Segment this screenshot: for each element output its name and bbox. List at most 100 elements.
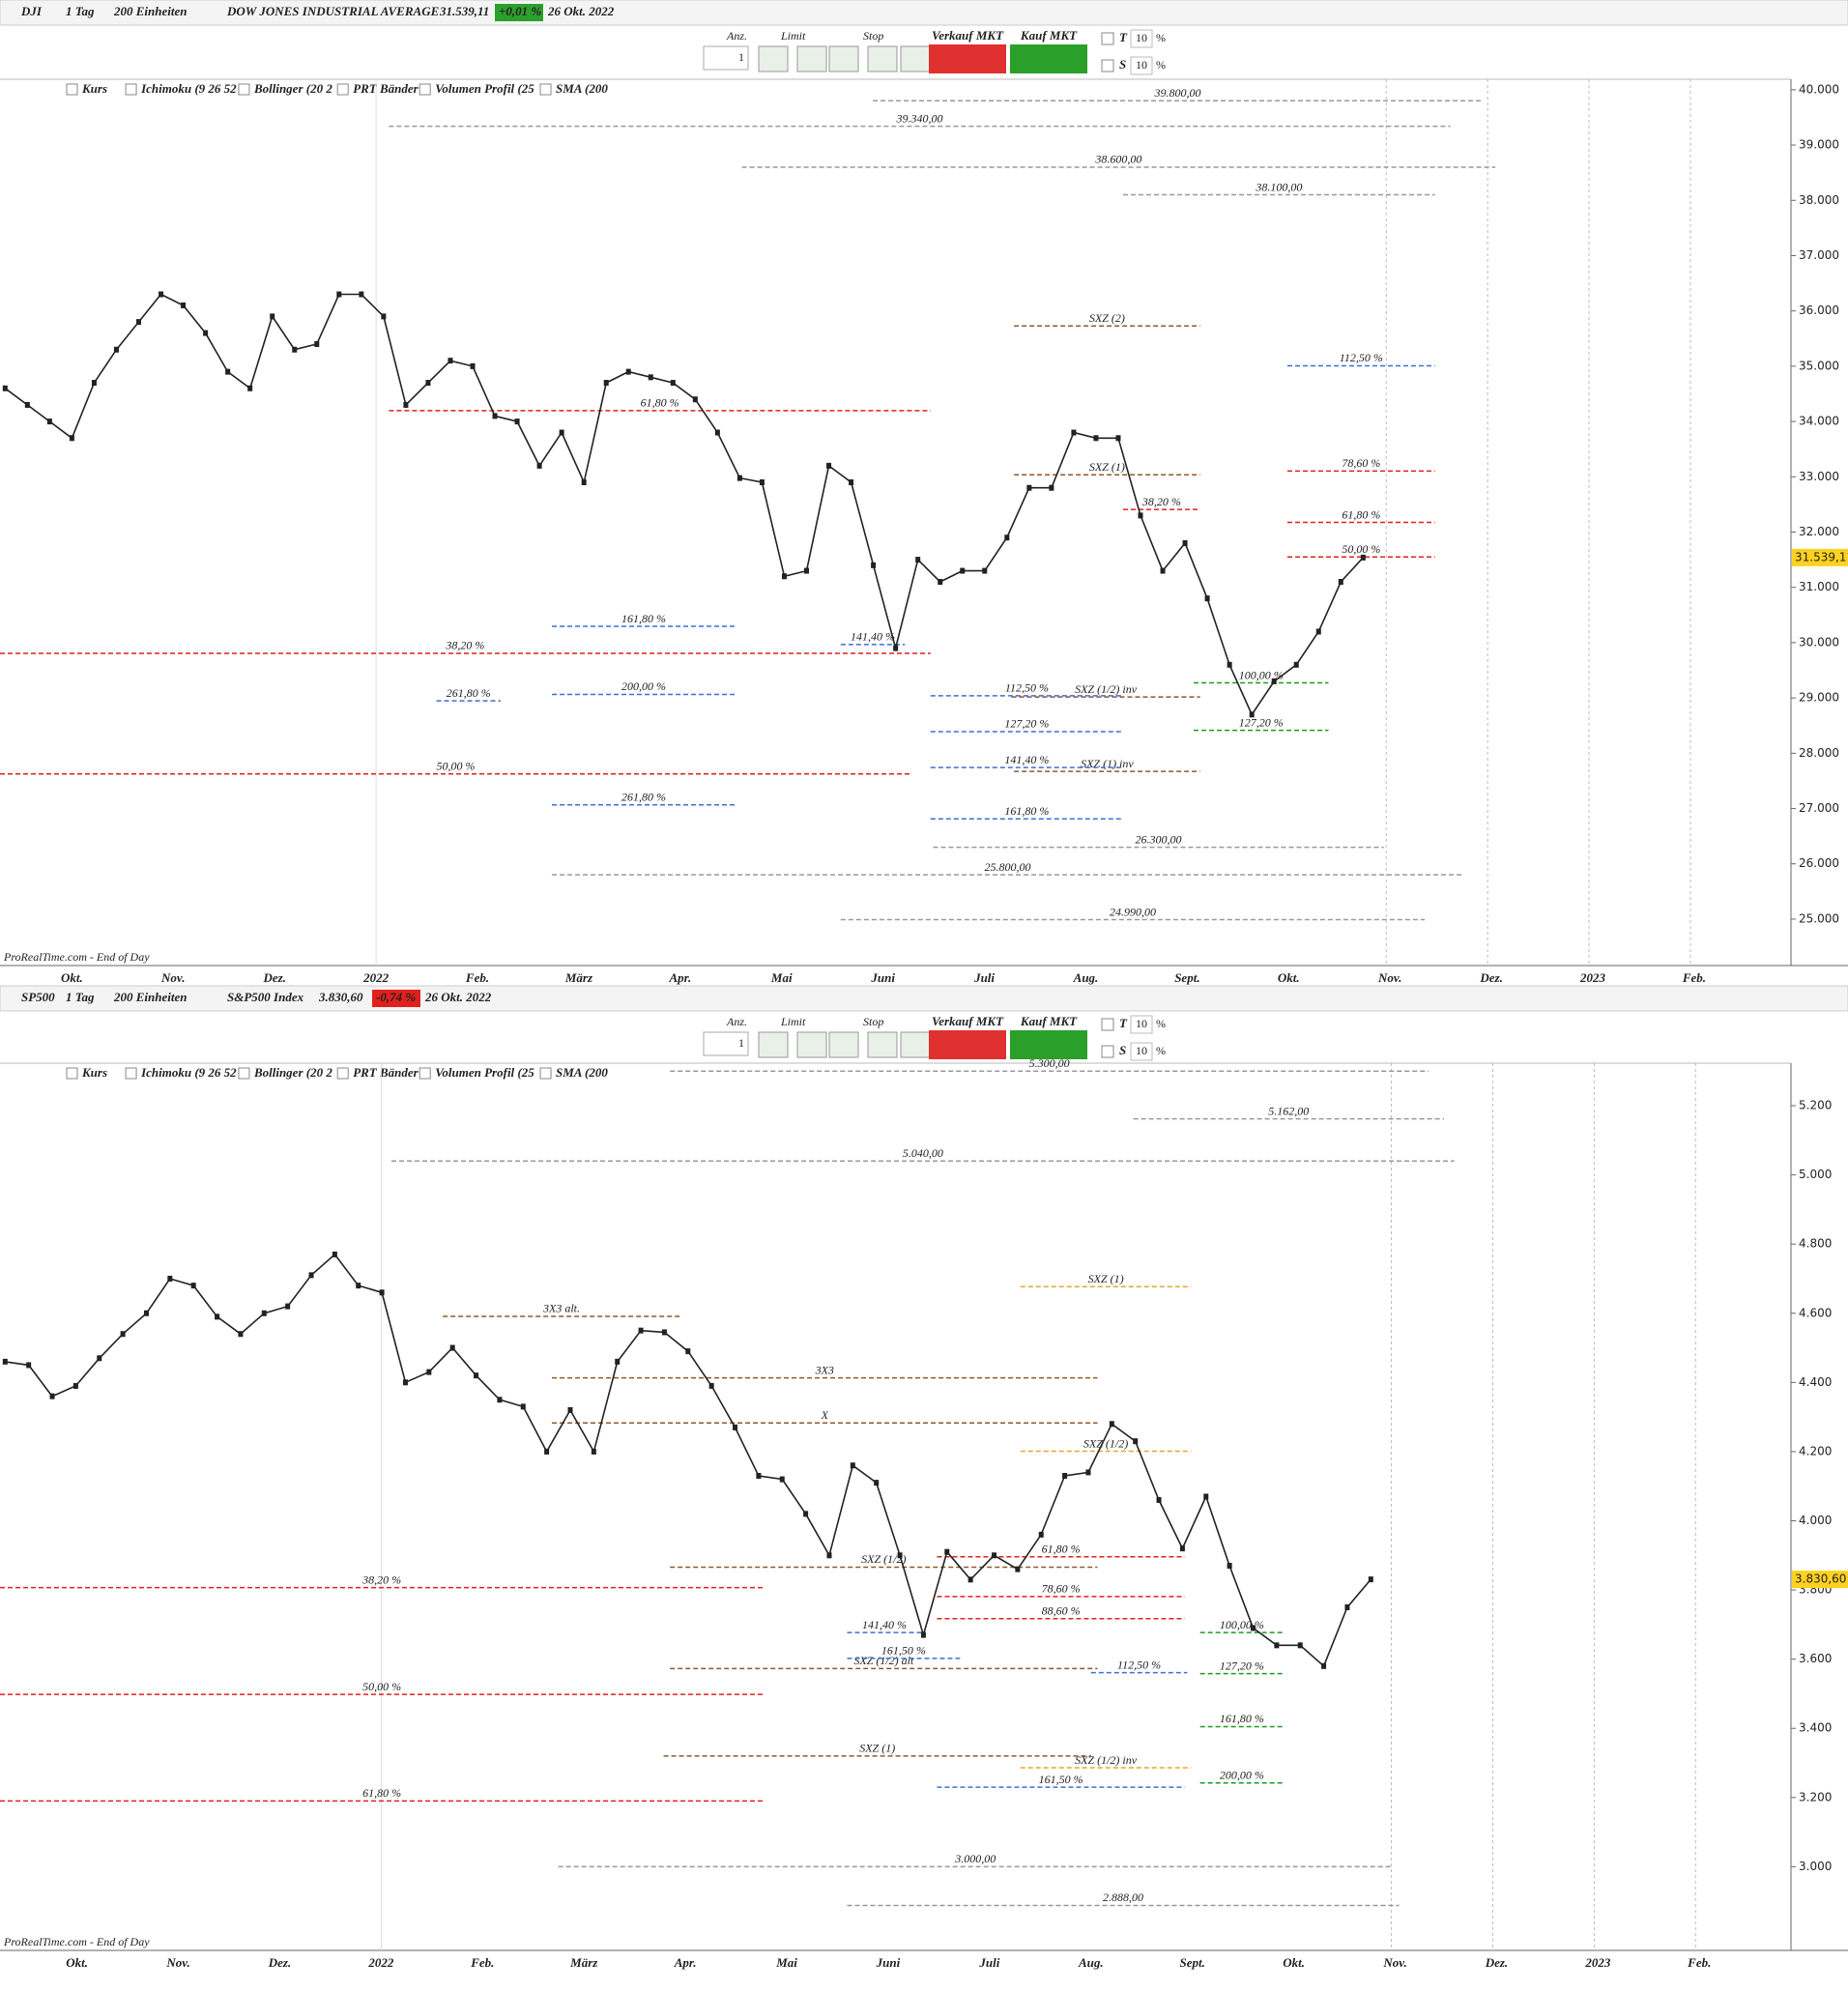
symbol[interactable]: DJI: [20, 4, 43, 18]
sell-button[interactable]: [929, 44, 1006, 73]
level-label: 261,80 %: [447, 686, 491, 700]
y-tick-label: 3.000: [1799, 1860, 1832, 1873]
indicator[interactable]: Kurs: [81, 1065, 107, 1080]
indicator-check[interactable]: [336, 1067, 349, 1080]
indicator[interactable]: Bollinger (20 2: [253, 1065, 332, 1080]
level-label: SXZ (1/2) inv: [1075, 682, 1138, 696]
price-bar: [826, 462, 832, 469]
price-bar: [1109, 1421, 1114, 1428]
price-bar: [203, 330, 209, 336]
level-label: 38,20 %: [361, 1573, 401, 1586]
symbol[interactable]: SP500: [21, 990, 55, 1004]
sell-button[interactable]: [929, 1030, 1006, 1059]
indicator-check[interactable]: [125, 1067, 137, 1080]
indicator-check[interactable]: [125, 83, 137, 96]
indicator[interactable]: Ichimoku (9 26 52: [140, 81, 237, 96]
indicator-check[interactable]: [238, 83, 250, 96]
price-bar: [893, 645, 899, 651]
price-bar: [897, 1552, 903, 1559]
indicator-check[interactable]: [238, 1067, 250, 1080]
price-bar: [97, 1355, 102, 1362]
price-bar: [247, 385, 253, 391]
indicator-check[interactable]: [539, 83, 552, 96]
price-bar: [1062, 1472, 1068, 1479]
order-button[interactable]: [828, 1031, 859, 1058]
indicator-check[interactable]: [539, 1067, 552, 1080]
y-tick-label: 26.000: [1799, 856, 1839, 870]
units[interactable]: 200 Einheiten: [113, 990, 188, 1004]
price-bar: [1344, 1603, 1350, 1610]
order-button[interactable]: [867, 45, 898, 72]
indicator[interactable]: Bollinger (20 2: [253, 81, 332, 96]
checkbox[interactable]: [1101, 59, 1114, 72]
x-tick-label: Dez.: [268, 1955, 291, 1970]
indicator[interactable]: Kurs: [81, 81, 107, 96]
interval[interactable]: 1 Tag: [66, 4, 95, 18]
y-tick-label: 30.000: [1799, 635, 1839, 649]
units[interactable]: 200 Einheiten: [113, 4, 188, 18]
level-label: 5.300,00: [1029, 1056, 1070, 1070]
indicator[interactable]: SMA (200: [556, 81, 608, 96]
value-box[interactable]: [1130, 29, 1153, 48]
price-bar: [2, 385, 8, 391]
price-bar: [336, 291, 342, 298]
price-bar: [708, 1382, 714, 1389]
price-bar: [781, 573, 787, 580]
indicator[interactable]: Volumen Profil (25: [435, 1065, 534, 1080]
interval[interactable]: 1 Tag: [66, 990, 95, 1004]
order-button[interactable]: [796, 45, 827, 72]
price-bar: [1203, 1493, 1209, 1500]
level-label: 50,00 %: [362, 1680, 401, 1693]
price-bar: [238, 1331, 244, 1338]
indicator-check[interactable]: [66, 83, 78, 96]
price-bar: [779, 1476, 785, 1483]
instrument-name: DOW JONES INDUSTRIAL AVERAGE: [226, 4, 440, 18]
price-bar: [72, 1382, 78, 1389]
price-bar: [190, 1283, 196, 1289]
price-bar: [1250, 1625, 1256, 1631]
indicator[interactable]: SMA (200: [556, 1065, 608, 1080]
order-button[interactable]: [796, 1031, 827, 1058]
toggle-label: T: [1119, 1016, 1128, 1030]
qty: 1: [738, 1036, 744, 1050]
buy-button[interactable]: [1010, 44, 1087, 73]
indicator-check[interactable]: [419, 1067, 431, 1080]
x-tick-label: Dez.: [262, 970, 285, 985]
price-bar: [470, 362, 476, 369]
order-button[interactable]: [758, 45, 789, 72]
toggle-value: 10: [1136, 58, 1147, 72]
indicator[interactable]: PRT Bänder: [353, 81, 419, 96]
buy-button[interactable]: [1010, 1030, 1087, 1059]
limit-label: Limit: [780, 29, 806, 43]
qty-box[interactable]: [703, 45, 749, 71]
level-label: 78,60 %: [1042, 1582, 1081, 1596]
price-bar: [159, 291, 164, 298]
checkbox[interactable]: [1101, 1018, 1114, 1031]
order-button[interactable]: [758, 1031, 789, 1058]
price-bar: [356, 1283, 361, 1289]
value-box[interactable]: [1130, 56, 1153, 75]
checkbox[interactable]: [1101, 1045, 1114, 1058]
price-bar: [1271, 678, 1277, 684]
qty-box[interactable]: [703, 1031, 749, 1056]
order-button[interactable]: [867, 1031, 898, 1058]
indicator[interactable]: Volumen Profil (25: [435, 81, 534, 96]
level-label: SXZ (1/2): [1083, 1436, 1128, 1450]
indicator-check[interactable]: [336, 83, 349, 96]
order-button[interactable]: [900, 45, 931, 72]
level-label: 161,80 %: [621, 612, 666, 625]
value-box[interactable]: [1130, 1015, 1153, 1034]
indicator[interactable]: PRT Bänder: [353, 1065, 419, 1080]
order-button[interactable]: [900, 1031, 931, 1058]
indicator[interactable]: Ichimoku (9 26 52: [140, 1065, 237, 1080]
price-bar: [982, 567, 988, 574]
value-box[interactable]: [1130, 1042, 1153, 1061]
indicator-check[interactable]: [419, 83, 431, 96]
level-label: 50,00 %: [1342, 542, 1380, 556]
price-bar: [49, 1393, 55, 1399]
price-bar: [261, 1310, 267, 1316]
order-button[interactable]: [828, 45, 859, 72]
indicator-check[interactable]: [66, 1067, 78, 1080]
price-bar: [1133, 1438, 1139, 1445]
checkbox[interactable]: [1101, 32, 1114, 45]
